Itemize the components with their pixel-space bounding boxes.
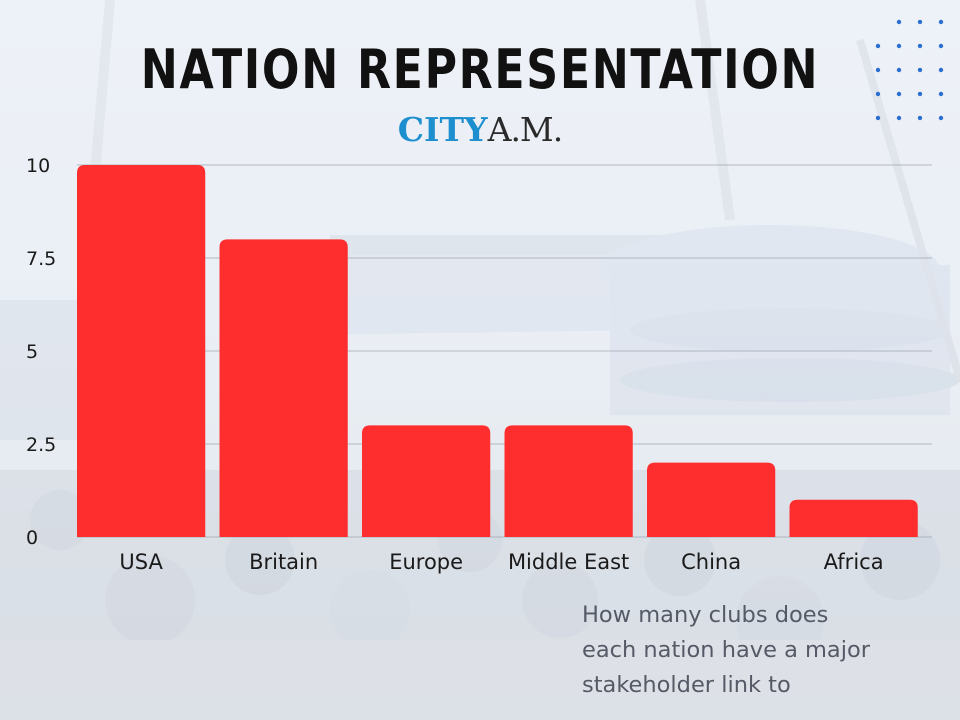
decorative-dot-grid — [875, 19, 944, 121]
logo-am-text: A.M. — [487, 110, 564, 149]
decor-dot — [938, 91, 944, 97]
decor-dot — [938, 67, 944, 73]
bar-middle-east — [504, 425, 633, 537]
bar-europe — [362, 425, 491, 537]
decor-dot — [917, 115, 923, 121]
decor-dot — [896, 19, 902, 25]
decor-dot — [896, 115, 902, 121]
decor-dot — [875, 115, 881, 121]
logo-city-text: CITY — [397, 110, 488, 149]
bar-china — [647, 462, 776, 537]
bar-africa — [789, 499, 918, 537]
caption-line-2: each nation have a major — [582, 637, 870, 663]
decor-dot — [917, 43, 923, 49]
decor-dot — [875, 91, 881, 97]
caption-line-1: How many clubs does — [582, 602, 829, 628]
x-tick-label: Middle East — [508, 550, 629, 574]
decor-dot — [938, 115, 944, 121]
decor-dot — [875, 43, 881, 49]
y-tick-label: 2.5 — [26, 434, 56, 456]
x-tick-label: Africa — [824, 550, 884, 574]
decor-dot — [938, 19, 944, 25]
x-tick-label: USA — [119, 550, 163, 574]
y-axis-ticks: 0 2.5 5 7.5 10 — [26, 155, 56, 549]
bars — [77, 165, 918, 537]
decor-dot — [917, 19, 923, 25]
caption-line-3: stakeholder link to — [582, 672, 791, 698]
x-tick-label: Europe — [389, 550, 463, 574]
x-axis-ticks: USA Britain Europe Middle East China Africa — [119, 550, 883, 574]
decor-dot — [917, 67, 923, 73]
decor-dot — [875, 67, 881, 73]
x-tick-label: Britain — [249, 550, 318, 574]
y-tick-label: 5 — [26, 341, 38, 363]
x-tick-label: China — [681, 550, 741, 574]
decor-dot — [938, 43, 944, 49]
bar-usa — [77, 165, 206, 537]
decor-dot — [917, 91, 923, 97]
chart-caption: How many clubs does each nation have a m… — [582, 598, 942, 703]
decor-dot — [896, 67, 902, 73]
y-tick-label: 7.5 — [26, 248, 56, 270]
y-tick-label: 10 — [26, 155, 50, 177]
stadium-structure — [0, 0, 960, 440]
decor-dot — [896, 91, 902, 97]
chart-title: NATION REPRESENTATION — [140, 38, 820, 101]
city-am-logo: CITYA.M. — [380, 110, 580, 149]
decor-dot — [896, 43, 902, 49]
y-tick-label: 0 — [26, 527, 38, 549]
bar-britain — [219, 239, 348, 537]
